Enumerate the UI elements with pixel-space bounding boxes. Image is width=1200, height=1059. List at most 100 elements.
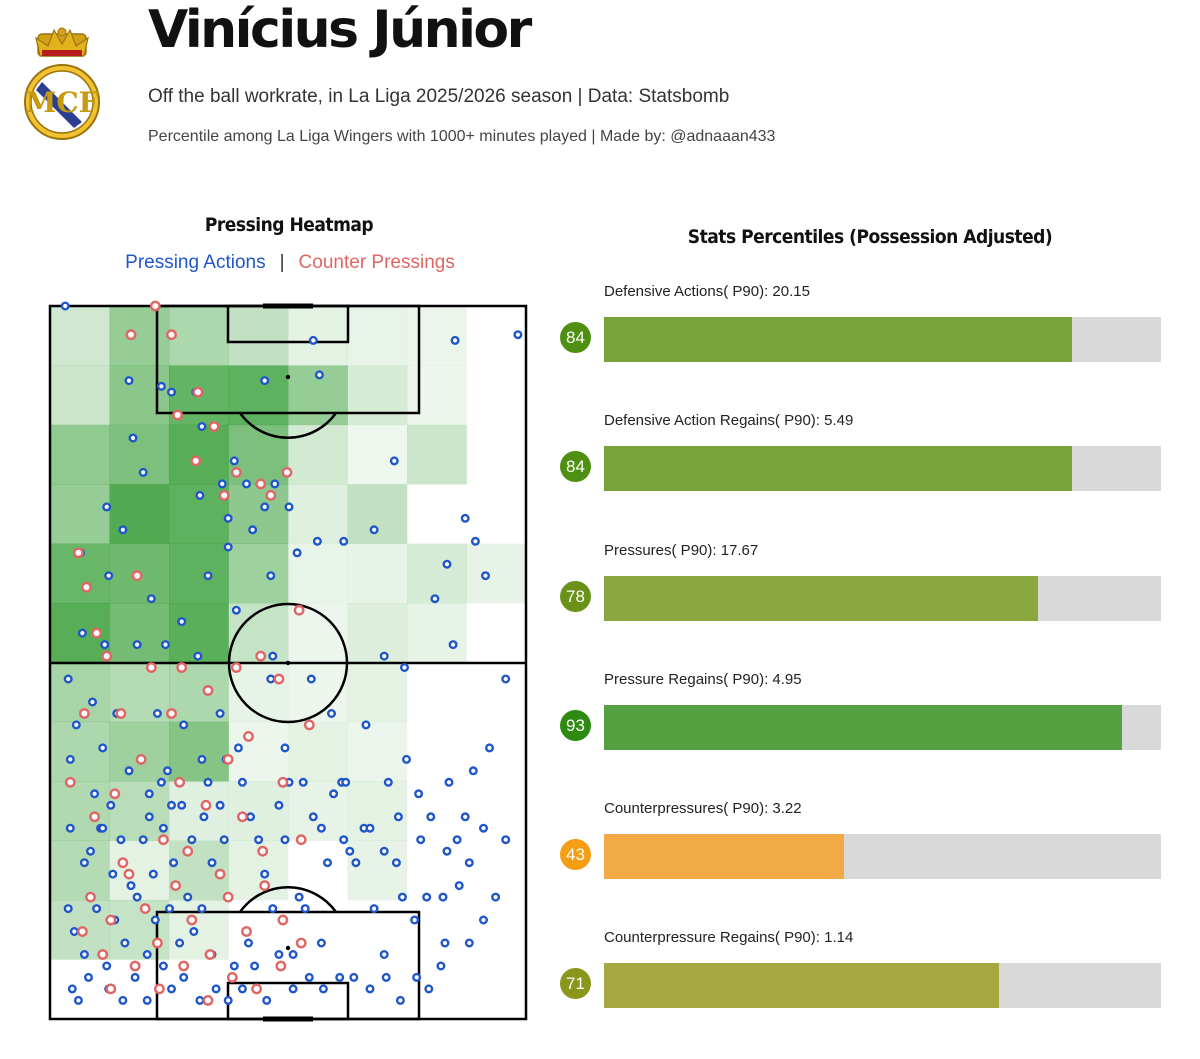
- pressing-action-point: [450, 335, 460, 345]
- heat-zone: [288, 721, 348, 782]
- pressing-action-point: [166, 984, 176, 994]
- heat-zone: [347, 840, 408, 901]
- counter-pressing-point: [152, 937, 163, 949]
- pressing-action-point: [195, 995, 205, 1005]
- pressing-action-point: [156, 777, 166, 787]
- pressing-action-point: [132, 640, 142, 650]
- counter-pressing-point: [222, 753, 234, 765]
- counter-pressing-point: [281, 466, 293, 478]
- heat-zone: [169, 543, 229, 604]
- pressing-action-point: [98, 823, 108, 833]
- pressing-action-point: [116, 835, 126, 845]
- pressing-action-point: [199, 812, 209, 822]
- pressing-action-point: [169, 858, 179, 868]
- pressing-action-point: [397, 892, 407, 902]
- pressing-action-point: [248, 525, 258, 535]
- counter-pressing-point: [295, 834, 307, 846]
- pressing-action-point: [400, 663, 410, 673]
- counter-pressing-point: [259, 880, 271, 891]
- pressing-action-point: [158, 823, 168, 833]
- top-penalty-spot: [285, 374, 291, 380]
- pressing-action-point: [426, 812, 436, 822]
- bottom-penalty-arc: [238, 886, 338, 913]
- pressing-action-point: [156, 381, 166, 391]
- heat-zone: [407, 306, 467, 366]
- pressing-action-point: [65, 754, 75, 764]
- counter-pressing-point: [230, 662, 242, 673]
- pressing-action-point: [424, 984, 434, 994]
- pressing-action-point: [231, 605, 241, 615]
- heat-zone: [50, 365, 110, 426]
- pressing-action-point: [268, 904, 278, 914]
- pressing-action-point: [268, 651, 278, 661]
- counter-pressing-point: [105, 914, 117, 926]
- pressing-action-point: [323, 858, 333, 868]
- heat-zone: [50, 484, 110, 544]
- heatmap-title: Pressing Heatmap: [204, 214, 374, 236]
- pressing-action-point: [144, 789, 154, 799]
- pressing-action-point: [126, 881, 136, 891]
- pressing-action-point: [108, 869, 118, 879]
- pressing-action-point: [84, 972, 94, 982]
- heat-zone: [109, 484, 170, 544]
- counter-pressing-point: [243, 730, 254, 742]
- heat-zone: [347, 603, 408, 663]
- pressing-action-point: [241, 479, 251, 489]
- heat-zone: [228, 543, 289, 604]
- pressing-action-point: [179, 972, 189, 982]
- pressing-action-point: [106, 800, 116, 810]
- counter-pressing-point: [204, 949, 216, 960]
- heat-zone: [347, 306, 408, 366]
- pressing-action-point: [298, 777, 308, 787]
- counter-pressing-point: [158, 834, 169, 846]
- pressing-action-point: [479, 915, 489, 925]
- pressing-action-point: [341, 777, 351, 787]
- pressing-action-point: [308, 335, 318, 345]
- pressing-action-point: [132, 892, 142, 902]
- heat-zone: [347, 662, 408, 723]
- pressing-action-point: [442, 559, 452, 569]
- pressing-action-point: [292, 548, 302, 558]
- pressing-action-point: [351, 858, 361, 868]
- pressing-action-point: [280, 835, 290, 845]
- counter-pressing-point: [131, 570, 143, 582]
- pressing-action-point: [369, 525, 379, 535]
- counter-pressing-point: [255, 478, 267, 490]
- pressing-action-point: [223, 513, 233, 523]
- pressing-action-point: [217, 479, 227, 489]
- heat-zone: [228, 306, 289, 366]
- counter-pressing-point: [303, 719, 315, 731]
- pressing-action-point: [187, 835, 197, 845]
- pressing-action-point: [60, 301, 70, 311]
- counter-pressing-point: [255, 650, 267, 662]
- pressing-action-point: [175, 938, 185, 948]
- stat-row: Counterpressure Regains( P90): 1.14 71: [556, 929, 1176, 1058]
- pressing-action-point: [460, 812, 470, 822]
- heat-zone: [466, 543, 527, 604]
- pressing-action-point: [304, 972, 314, 982]
- pressing-action-point: [381, 972, 391, 982]
- heat-zone: [109, 603, 170, 663]
- pressing-action-point: [442, 846, 452, 856]
- percentile-bar-track: [604, 446, 1161, 492]
- pressing-action-point: [288, 984, 298, 994]
- pressing-action-point: [335, 972, 345, 982]
- counter-pressing-point: [129, 960, 141, 972]
- counter-pressing-point: [101, 650, 113, 662]
- pressing-action-point: [464, 938, 474, 948]
- counter-pressing-point: [170, 880, 182, 891]
- pressing-action-point: [207, 858, 217, 868]
- center-spot: [285, 660, 291, 666]
- pressing-action-point: [250, 961, 260, 971]
- pressing-action-point: [414, 789, 424, 799]
- counter-pressing-point: [64, 776, 76, 788]
- pressing-action-point: [124, 766, 134, 776]
- counter-pressing-point: [182, 845, 194, 857]
- pressing-action-point: [270, 479, 280, 489]
- stats-percentile-bars: Defensive Actions( P90): 20.15 84 Defensiv…: [556, 283, 1176, 1059]
- pressing-action-point: [306, 674, 316, 684]
- pressing-action-point: [260, 502, 270, 512]
- pressing-action-point: [454, 881, 464, 891]
- counter-pressing-point: [295, 937, 307, 949]
- percentile-bar-fill: [604, 575, 1039, 621]
